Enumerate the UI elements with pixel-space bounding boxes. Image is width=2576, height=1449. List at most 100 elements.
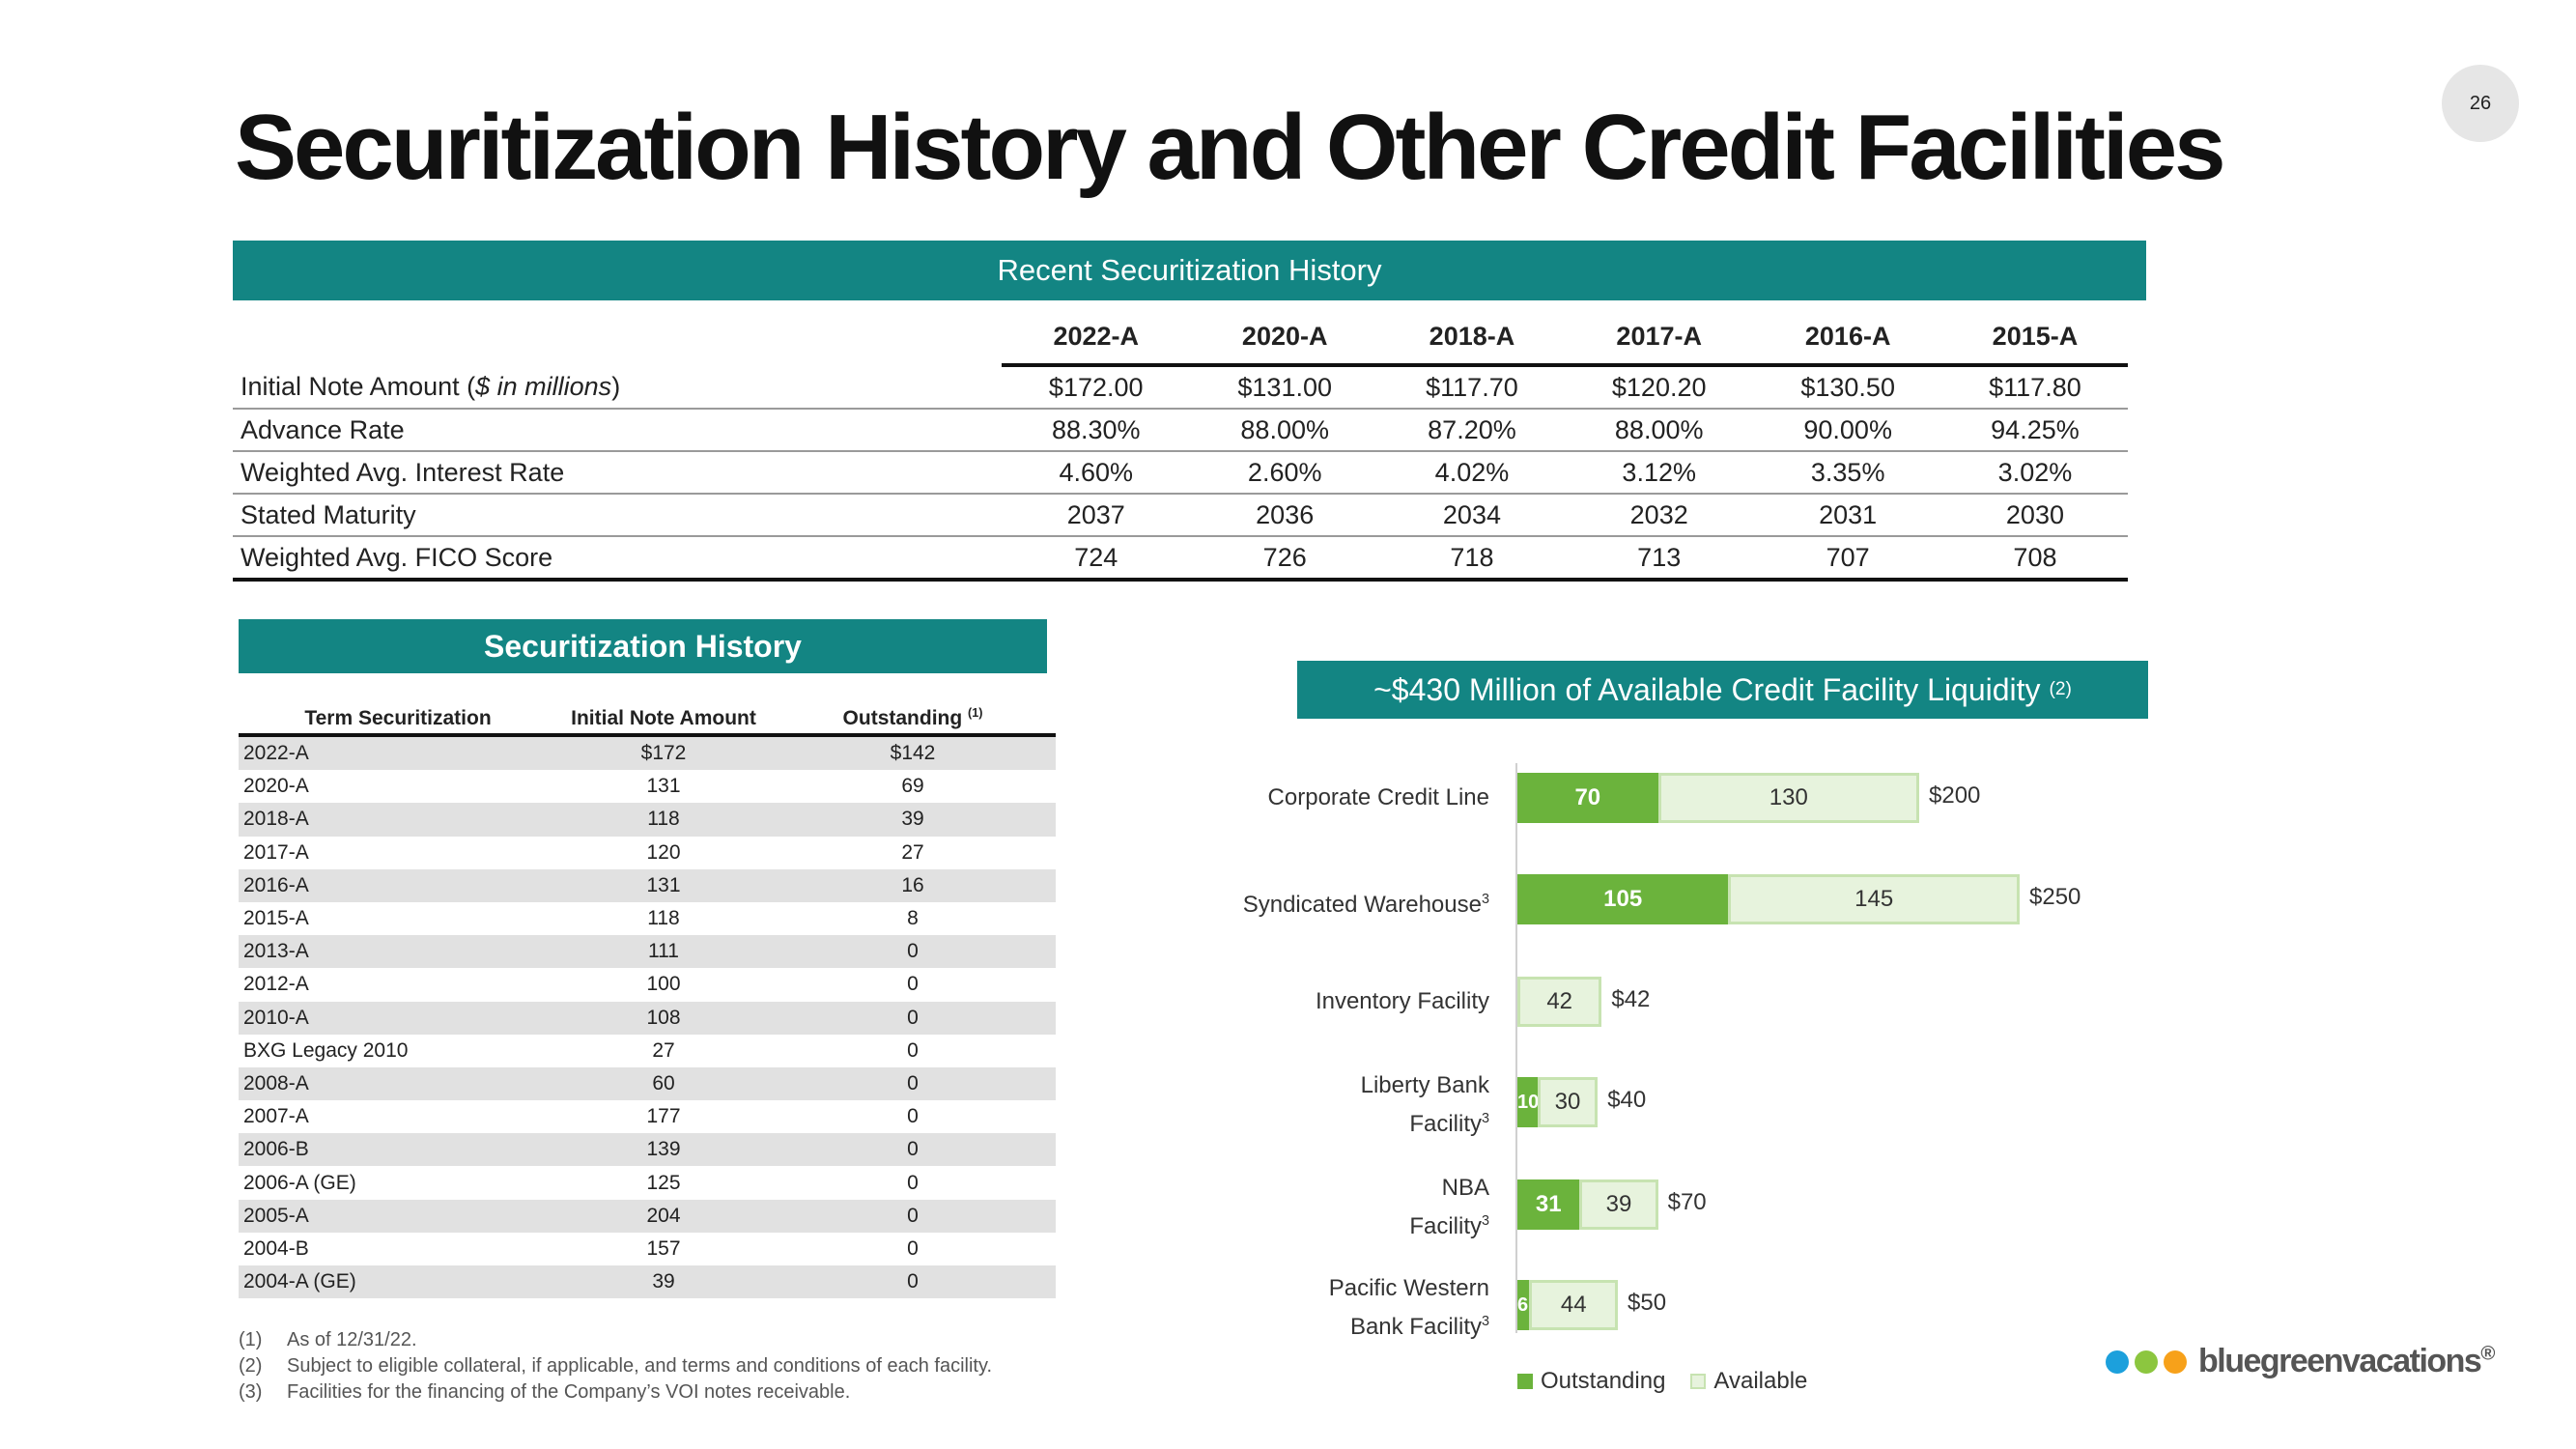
row-label: Weighted Avg. Interest Rate: [233, 451, 1002, 495]
recent-history-banner: Recent Securitization History: [233, 241, 2146, 300]
term-cell: 2007-A: [243, 1105, 309, 1128]
table-row: Initial Note Amount ($ in millions) $172…: [233, 365, 2128, 410]
category-label: Liberty Bank Facility3: [1360, 1072, 1489, 1137]
initial-amount-cell: 204: [557, 1199, 770, 1233]
cell: $172.00: [1002, 365, 1191, 410]
bar-outstanding: 105: [1517, 874, 1729, 924]
initial-amount-cell: 118: [647, 907, 680, 930]
initial-amount-cell: 100: [646, 973, 681, 996]
cell: 2034: [1378, 494, 1565, 537]
outstanding-cell: 0: [770, 1133, 1056, 1167]
outstanding-cell: 69: [901, 775, 924, 798]
initial-amount-cell: 120: [646, 840, 681, 864]
legend-swatch-available: [1690, 1374, 1707, 1389]
bar-available: 39: [1579, 1179, 1658, 1230]
term-cell: 2004-B: [243, 1236, 309, 1260]
header-blank: [233, 309, 1002, 365]
table-row: Stated Maturity 2037 2036 2034 2032 2031…: [233, 494, 2128, 537]
table-row: BXG Legacy 2010 27 0: [239, 1035, 1056, 1067]
cell: 88.30%: [1002, 409, 1191, 452]
cell: 2030: [1941, 494, 2128, 537]
header-term: Term Securitization: [239, 692, 557, 737]
legend-available: Available: [1713, 1368, 1808, 1394]
initial-amount-cell: 131: [557, 868, 770, 902]
cell: 3.02%: [1941, 451, 2128, 495]
bar-total: $200: [1929, 782, 1981, 809]
row-label: Stated Maturity: [233, 494, 1002, 537]
row-label: Weighted Avg. FICO Score: [233, 536, 1002, 582]
cell: 2036: [1190, 494, 1379, 537]
table-row: Advance Rate 88.30% 88.00% 87.20% 88.00%…: [233, 409, 2128, 452]
cell: 726: [1190, 536, 1379, 582]
table-row: 2006-B 139 0: [239, 1133, 1056, 1167]
column-header: 2018-A: [1378, 309, 1565, 367]
logo-text: bluegreenvacations®: [2198, 1343, 2495, 1379]
cell: 724: [1002, 536, 1191, 582]
outstanding-cell: 0: [770, 1265, 1056, 1299]
cell: 3.12%: [1564, 451, 1754, 495]
term-cell: 2020-A: [243, 775, 309, 798]
column-header: 2015-A: [1941, 309, 2128, 367]
bar-available: 130: [1657, 773, 1919, 823]
footnote: (1) As of 12/31/22.: [239, 1329, 417, 1350]
table-row: 2013-A 111 0: [239, 935, 1056, 969]
outstanding-cell: 0: [907, 1038, 919, 1062]
header-initial-note-amount: Initial Note Amount: [557, 692, 770, 737]
table-row: 2017-A 120 27: [239, 837, 1056, 869]
bar-total: $50: [1628, 1290, 1667, 1316]
outstanding-cell: 27: [901, 840, 924, 864]
table-row: 2008-A 60 0: [239, 1066, 1056, 1101]
cell: 713: [1564, 536, 1754, 582]
term-cell: 2015-A: [243, 907, 309, 930]
column-header: 2017-A: [1564, 309, 1754, 367]
term-cell: 2017-A: [243, 840, 309, 864]
bar-outstanding: 10: [1517, 1077, 1538, 1127]
bar-outstanding: 70: [1517, 773, 1658, 823]
term-cell: 2012-A: [243, 973, 309, 996]
bar-available: 42: [1517, 977, 1602, 1027]
bluegreen-logo: bluegreenvacations®: [2106, 1343, 2495, 1380]
outstanding-cell: 8: [907, 907, 919, 930]
bar-outstanding: 31: [1517, 1179, 1580, 1230]
table-row: 2016-A 131 16: [239, 868, 1056, 902]
logo-dot-green: [2135, 1350, 2158, 1374]
initial-amount-cell: $172: [557, 735, 770, 771]
term-cell: 2006-B: [239, 1133, 557, 1167]
table-row: 2022-A $172 $142: [239, 735, 1056, 771]
outstanding-cell: 0: [770, 1001, 1056, 1035]
row-label: Advance Rate: [233, 409, 1002, 452]
footnote: (3) Facilities for the financing of the C…: [239, 1381, 851, 1403]
outstanding-cell: 0: [770, 935, 1056, 969]
cell: 88.00%: [1564, 409, 1754, 452]
initial-amount-cell: 125: [646, 1171, 681, 1194]
legend-swatch-outstanding: [1517, 1374, 1533, 1389]
term-cell: 2022-A: [239, 735, 557, 771]
initial-amount-cell: 131: [646, 775, 681, 798]
chart-legend: Outstanding Available: [1517, 1368, 1807, 1395]
logo-dot-orange: [2164, 1350, 2187, 1374]
column-header: 2020-A: [1190, 309, 1379, 367]
securitization-history-header-row: Term Securitization Initial Note Amount …: [239, 692, 1056, 737]
footnotes: (1) As of 12/31/22. (2) Subject to eligibl…: [239, 1327, 992, 1406]
outstanding-cell: 0: [907, 1236, 919, 1260]
category-label: Inventory Facility: [1315, 988, 1489, 1014]
cell: 2.60%: [1190, 451, 1379, 495]
bar-total: $250: [2029, 884, 2081, 910]
securitization-history-banner: Securitization History: [239, 619, 1047, 673]
cell: $120.20: [1564, 365, 1754, 410]
cell: 94.25%: [1941, 409, 2128, 452]
outstanding-cell: 0: [770, 1066, 1056, 1101]
bar-total: $40: [1607, 1087, 1647, 1113]
cell: $117.70: [1378, 365, 1565, 410]
page-number: 26: [2442, 65, 2519, 142]
outstanding-cell: $142: [770, 735, 1056, 771]
initial-amount-cell: 118: [557, 803, 770, 837]
term-cell: 2008-A: [239, 1066, 557, 1101]
cell: $130.50: [1753, 365, 1942, 410]
term-cell: 2006-A (GE): [243, 1171, 356, 1194]
initial-amount-cell: 177: [646, 1105, 681, 1128]
bar-available: 145: [1728, 874, 2020, 924]
outstanding-cell: 39: [770, 803, 1056, 837]
table-row: 2006-A (GE) 125 0: [239, 1166, 1056, 1199]
legend-outstanding: Outstanding: [1541, 1368, 1666, 1394]
